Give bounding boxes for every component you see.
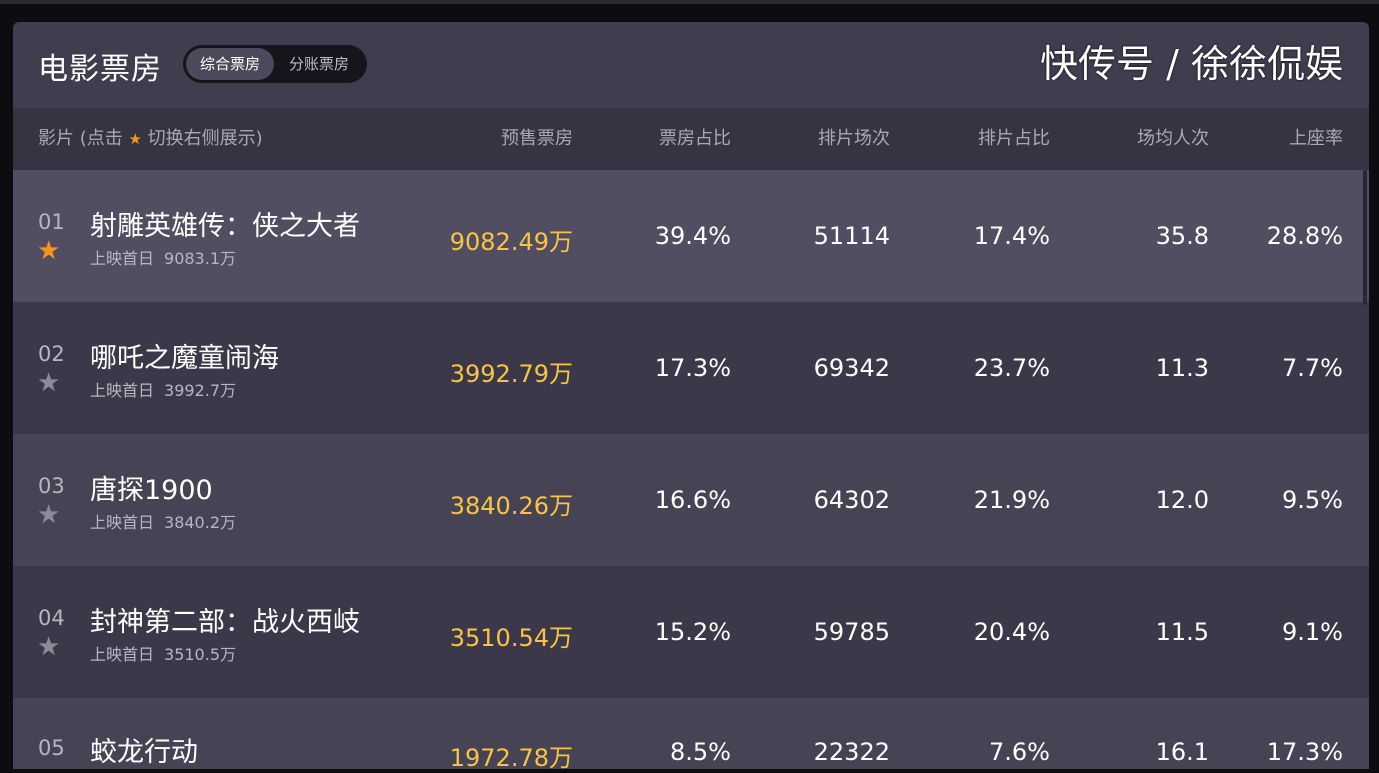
top-bar: [0, 0, 1379, 4]
occupancy-value: 17.3%: [1266, 738, 1343, 766]
avg-people-value: 11.5: [1155, 618, 1209, 646]
star-icon[interactable]: ★: [37, 236, 61, 266]
star-icon: ★: [128, 130, 142, 148]
column-avg-people[interactable]: 场均人次: [1137, 128, 1209, 149]
shows-value: 69342: [813, 354, 890, 382]
column-film: 影片 (点击 ★ 切换右侧展示): [38, 108, 263, 170]
watermark: 快传号 / 徐徐侃娱: [1040, 42, 1343, 86]
rank: 04: [38, 606, 65, 630]
presale-value: 1972.78万: [449, 744, 573, 772]
table-header: 影片 (点击 ★ 切换右侧展示) 预售票房 票房占比 排片场次 排片占比 场均人…: [13, 108, 1369, 170]
box-share-value: 17.3%: [654, 354, 731, 382]
show-share-value: 20.4%: [973, 618, 1050, 646]
occupancy-value: 7.7%: [1282, 354, 1343, 382]
film-name[interactable]: 封神第二部：战火西岐: [90, 607, 360, 638]
page-title: 电影票房: [38, 52, 162, 87]
first-day-label: 上映首日: [90, 249, 155, 268]
star-icon[interactable]: ★: [37, 500, 61, 530]
box-share-value: 16.6%: [654, 486, 731, 514]
tab-comprehensive-box-office[interactable]: 综合票房: [186, 48, 274, 80]
column-show-share[interactable]: 排片占比: [978, 128, 1050, 149]
table-row[interactable]: 02 ★ 哪吒之魔童闹海上映首日 3992.7万 3992.79万 17.3% 69342 2…: [13, 302, 1369, 434]
column-box-share[interactable]: 票房占比: [659, 128, 731, 149]
occupancy-value: 28.8%: [1266, 222, 1343, 250]
first-day-info: 上映首日 9083.1万: [90, 245, 246, 269]
box-office-panel: 电影票房 综合票房 分账票房 影片 (点击 ★ 切换右侧展示) 预售票房 票房占…: [13, 22, 1369, 772]
column-occupancy[interactable]: 上座率: [1289, 128, 1343, 149]
film-name[interactable]: 蛟龙行动: [90, 737, 198, 768]
tab-split-box-office[interactable]: 分账票房: [288, 55, 349, 73]
shows-value: 64302: [813, 486, 890, 514]
film-header-prefix: 影片 (点击: [38, 128, 123, 149]
star-icon[interactable]: ★: [37, 368, 61, 398]
presale-value: 3510.54万: [449, 624, 573, 652]
table-row[interactable]: 01 ★ 射雕英雄传：侠之大者上映首日 9083.1万 9082.49万 39.4% 511…: [13, 170, 1369, 302]
show-share-value: 7.6%: [989, 738, 1050, 766]
scrollbar[interactable]: [1363, 170, 1367, 305]
first-day-label: 上映首日: [90, 513, 155, 532]
rank: 05: [38, 736, 65, 760]
shows-value: 59785: [813, 618, 890, 646]
column-presale[interactable]: 预售票房: [501, 128, 573, 149]
occupancy-value: 9.5%: [1282, 486, 1343, 514]
first-day-label: 上映首日: [90, 645, 155, 664]
avg-people-value: 35.8: [1155, 222, 1209, 250]
first-day-label: 上映首日: [90, 381, 155, 400]
shows-value: 51114: [813, 222, 890, 250]
avg-people-value: 12.0: [1155, 486, 1209, 514]
show-share-value: 23.7%: [973, 354, 1050, 382]
box-share-value: 15.2%: [654, 618, 731, 646]
first-day-info: 上映首日 3992.7万: [90, 377, 246, 401]
first-day-value: 3510.5万: [164, 645, 237, 664]
presale-value: 3992.79万: [449, 360, 573, 388]
first-day-info: 上映首日 3510.5万: [90, 641, 246, 665]
avg-people-value: 11.3: [1155, 354, 1209, 382]
rank: 02: [38, 342, 65, 366]
box-share-value: 39.4%: [654, 222, 731, 250]
table-row[interactable]: 03 ★ 唐探1900 上映首日 3840.2万 3840.26万 16.6% 64302 21…: [13, 434, 1369, 566]
first-day-value: 3840.2万: [164, 513, 237, 532]
first-day-info: 上映首日 3840.2万: [90, 509, 246, 533]
rank: 01: [38, 210, 65, 234]
shows-value: 22322: [813, 738, 890, 766]
film-name[interactable]: 哪吒之魔童闹海: [90, 343, 279, 374]
first-day-value: 3992.7万: [164, 381, 237, 400]
presale-value: 3840.26万: [449, 492, 573, 520]
avg-people-value: 16.1: [1155, 738, 1209, 766]
box-office-type-toggle: 综合票房 分账票房: [183, 45, 367, 83]
table-row[interactable]: 04 ★ 封神第二部：战火西岐上映首日 3510.5万 3510.54万 15.2% 597…: [13, 566, 1369, 698]
presale-value: 9082.49万: [449, 228, 573, 256]
show-share-value: 21.9%: [973, 486, 1050, 514]
film-name[interactable]: 唐探1900: [90, 475, 213, 506]
film-name[interactable]: 射雕英雄传：侠之大者: [90, 211, 360, 242]
column-shows[interactable]: 排片场次: [818, 128, 890, 149]
film-header-suffix: 切换右侧展示): [147, 128, 263, 149]
star-icon[interactable]: ★: [37, 632, 61, 662]
first-day-value: 9083.1万: [164, 249, 237, 268]
show-share-value: 17.4%: [973, 222, 1050, 250]
box-share-value: 8.5%: [670, 738, 731, 766]
occupancy-value: 9.1%: [1282, 618, 1343, 646]
rank: 03: [38, 474, 65, 498]
